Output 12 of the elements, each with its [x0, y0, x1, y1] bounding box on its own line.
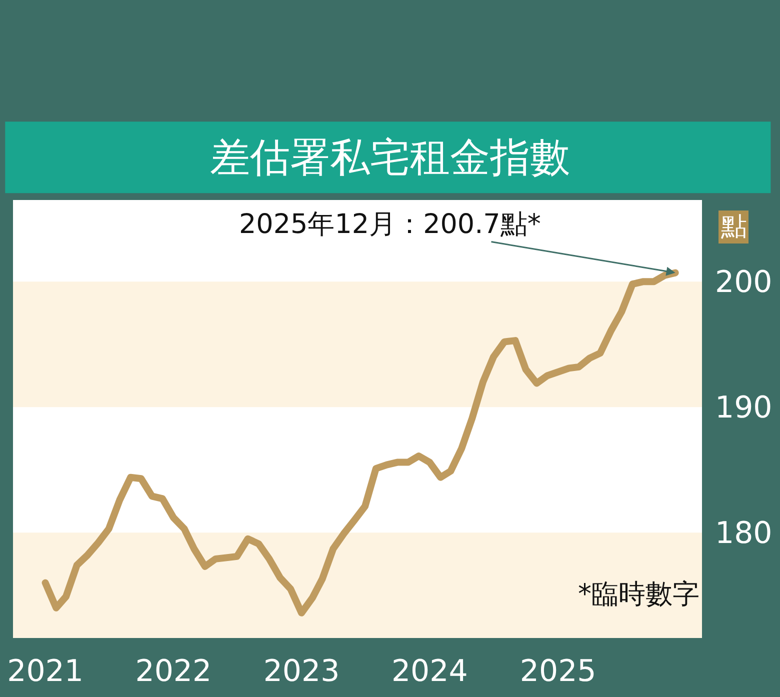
y-tick-label: 200 [715, 265, 772, 300]
x-tick-label: 2025 [520, 654, 596, 689]
y-tick-label: 180 [715, 516, 772, 552]
chart-title: 差估署私宅租金指數 [210, 135, 570, 181]
x-tick-label: 2021 [7, 654, 84, 689]
annotation: 2025年12月：200.7點* [239, 209, 541, 240]
x-tick-label: 2023 [263, 654, 340, 689]
x-tick-label: 2024 [391, 654, 468, 689]
y-tick-label: 190 [715, 390, 772, 426]
x-tick-label: 2022 [135, 654, 212, 689]
y-axis-title: 點 [720, 212, 747, 242]
annotation: *臨時數字 [578, 579, 700, 610]
